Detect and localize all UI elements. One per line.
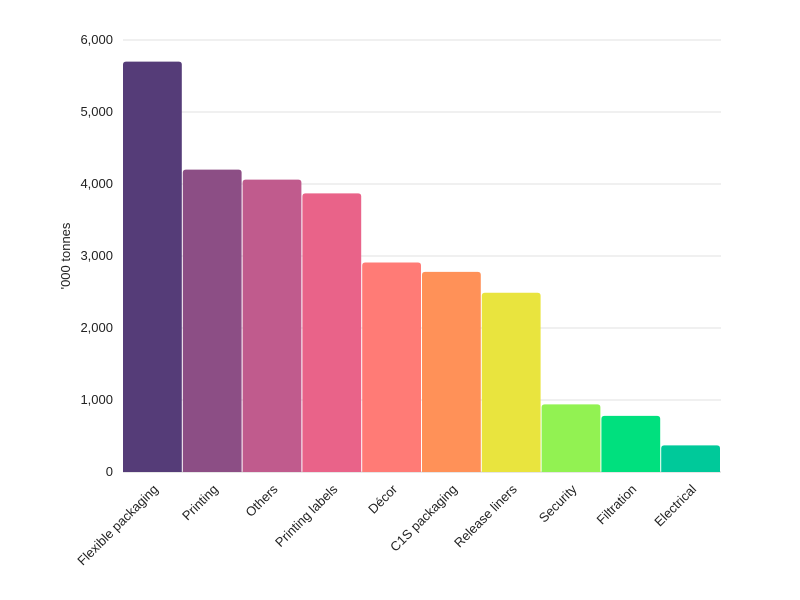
y-axis-tick-labels: 0 1,000 2,000 3,000 4,000 5,000 6,000 [80,32,113,479]
bar [661,445,720,472]
y-tick-label: 2,000 [80,320,113,335]
y-tick-label: 5,000 [80,104,113,119]
bar [422,271,481,472]
x-category-label: Security [536,481,580,525]
bars [123,61,720,473]
x-category-label: Filtration [594,482,640,528]
x-category-label: Printing labels [272,481,341,550]
y-tick-label: 3,000 [80,248,113,263]
y-tick-label: 0 [106,464,113,479]
x-category-label: Release liners [451,481,520,550]
y-axis-title: '000 tonnes [58,222,73,289]
bar [123,61,182,472]
bar [182,169,242,472]
y-tick-label: 4,000 [80,176,113,191]
bar [481,292,541,472]
x-category-label: Décor [365,481,401,517]
x-category-label: Printing [179,482,221,524]
bar [601,415,661,472]
x-category-label: Electrical [651,481,699,529]
bar [541,404,601,472]
x-category-label: Others [242,481,281,520]
bar [302,193,362,473]
y-tick-label: 1,000 [80,392,113,407]
x-axis-category-labels: Flexible packaging Printing OthersPrinting… [74,481,699,568]
x-category-label: Flexible packaging [74,482,161,569]
bar [362,262,421,472]
bar [242,179,302,472]
y-tick-label: 6,000 [80,32,113,47]
